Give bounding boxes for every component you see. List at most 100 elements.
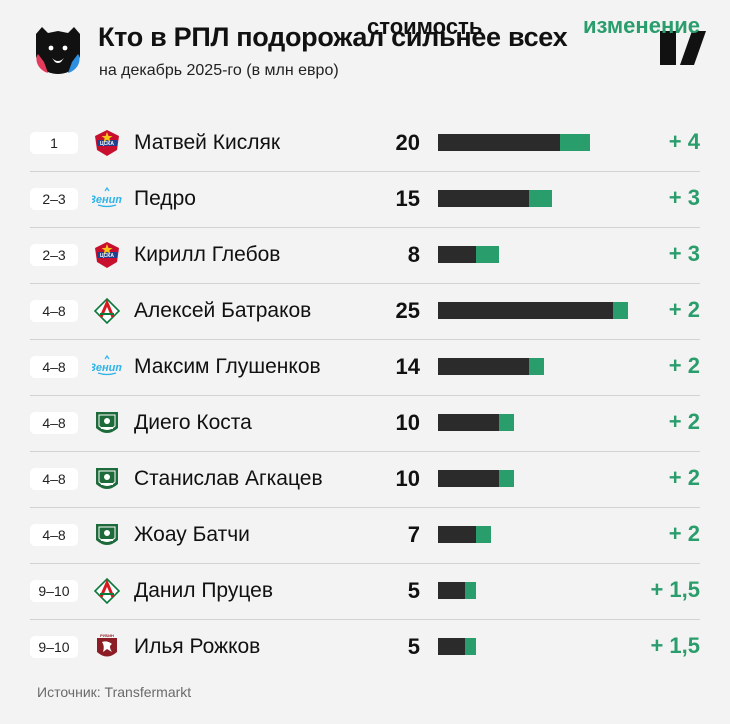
- table-row: 4–8 Зенит Максим Глушенков 14 + 2: [30, 340, 700, 396]
- market-value: 14: [395, 354, 420, 379]
- value-change: + 2: [668, 465, 700, 490]
- value-column-header: стоимость: [367, 14, 483, 39]
- value-change: + 3: [668, 241, 700, 266]
- value-change: + 2: [668, 521, 700, 546]
- table-row: 9–10 РУБИН Илья Рожков 5 + 1,5: [30, 620, 700, 676]
- market-value: 15: [395, 186, 420, 211]
- table-row: 2–3 Зенит Педро 15 + 3: [30, 172, 700, 228]
- lokomotiv-icon: [92, 296, 122, 326]
- source-note: Источник: Transfermarkt: [37, 684, 192, 700]
- market-value: 10: [395, 410, 420, 435]
- table-row: 2–3 ЦСКА Кирилл Глебов 8 + 3: [30, 228, 700, 284]
- player-name: Илья Рожков: [134, 635, 261, 658]
- player-table: 1 ЦСКА Матвей Кисляк 20 + 4 2–3 Зенит Педро…: [30, 116, 700, 676]
- value-bar: [438, 190, 638, 207]
- rank-badge: 9–10: [30, 636, 78, 658]
- rpl-bear-logo-icon: [36, 27, 80, 74]
- market-value: 10: [395, 466, 420, 491]
- svg-text:ЦСКА: ЦСКА: [100, 141, 114, 147]
- table-row: 4–8 Станислав Агкацев 10 + 2: [30, 452, 700, 508]
- player-name: Данил Пруцев: [134, 579, 273, 602]
- change-column-header: изменение: [583, 13, 700, 38]
- svg-text:ЦСКА: ЦСКА: [100, 253, 114, 259]
- value-change: + 2: [668, 353, 700, 378]
- bar-previous-value: [438, 470, 499, 487]
- bar-previous-value: [438, 358, 530, 375]
- value-change: + 2: [668, 297, 700, 322]
- value-change: + 2: [668, 409, 700, 434]
- krasnodar-icon: [92, 464, 122, 494]
- table-row: 4–8 Жоау Батчи 7 + 2: [30, 508, 700, 564]
- value-bar: [438, 134, 638, 151]
- page-title: Кто в РПЛ подорожал сильнее всех: [98, 22, 568, 52]
- market-value: 8: [407, 242, 420, 267]
- bar-previous-value: [438, 190, 530, 207]
- rank-badge: 1: [30, 132, 78, 154]
- bar-previous-value: [438, 526, 476, 543]
- rank-badge: 4–8: [30, 300, 78, 322]
- page-subtitle: на декабрь 2025-го (в млн евро): [99, 62, 339, 79]
- market-value: 7: [407, 522, 420, 547]
- sports-ru-logo-icon: [660, 31, 706, 65]
- header: Кто в РПЛ подорожал сильнее всех на дека…: [0, 0, 730, 100]
- krasnodar-icon: [92, 520, 122, 550]
- cska-icon: ЦСКА: [92, 240, 122, 270]
- bar-increase: [464, 582, 476, 599]
- value-bar: [438, 302, 638, 319]
- value-bar: [438, 526, 638, 543]
- table-row: 9–10 Данил Пруцев 5 + 1,5: [30, 564, 700, 620]
- bar-increase: [529, 358, 545, 375]
- value-bar: [438, 638, 638, 655]
- bar-increase: [612, 302, 628, 319]
- bar-previous-value: [438, 302, 613, 319]
- value-change: + 3: [668, 185, 700, 210]
- svg-text:Зенит: Зенит: [92, 362, 122, 374]
- bar-increase: [476, 246, 499, 263]
- value-bar: [438, 470, 638, 487]
- value-bar: [438, 414, 638, 431]
- rank-badge: 9–10: [30, 580, 78, 602]
- svg-text:Зенит: Зенит: [92, 194, 122, 206]
- player-name: Кирилл Глебов: [134, 243, 281, 266]
- rank-badge: 4–8: [30, 524, 78, 546]
- bar-increase: [476, 526, 492, 543]
- bar-previous-value: [438, 134, 560, 151]
- bar-increase: [559, 134, 590, 151]
- rank-badge: 4–8: [30, 356, 78, 378]
- player-name: Диего Коста: [134, 411, 252, 434]
- market-value: 25: [395, 298, 420, 323]
- cska-icon: ЦСКА: [92, 128, 122, 158]
- market-value: 5: [407, 634, 420, 659]
- lokomotiv-icon: [92, 576, 122, 606]
- table-row: 4–8 Алексей Батраков 25 + 2: [30, 284, 700, 340]
- value-bar: [438, 582, 638, 599]
- market-value: 20: [395, 130, 420, 155]
- bar-previous-value: [438, 582, 465, 599]
- bar-increase: [498, 414, 514, 431]
- zenit-icon: Зенит: [89, 184, 125, 214]
- rank-badge: 2–3: [30, 244, 78, 266]
- svg-text:РУБИН: РУБИН: [100, 633, 114, 638]
- bar-increase: [464, 638, 476, 655]
- table-row: 1 ЦСКА Матвей Кисляк 20 + 4: [30, 116, 700, 172]
- bar-previous-value: [438, 414, 499, 431]
- value-bar: [438, 246, 638, 263]
- player-name: Алексей Батраков: [134, 299, 312, 322]
- player-name: Максим Глушенков: [134, 355, 321, 378]
- player-name: Жоау Батчи: [134, 523, 250, 546]
- value-change: + 4: [668, 129, 700, 154]
- player-name: Станислав Агкацев: [134, 467, 323, 490]
- market-value: 5: [407, 578, 420, 603]
- bar-previous-value: [438, 638, 465, 655]
- value-change: + 1,5: [650, 633, 700, 658]
- table-row: 4–8 Диего Коста 10 + 2: [30, 396, 700, 452]
- rank-badge: 2–3: [30, 188, 78, 210]
- value-bar: [438, 358, 638, 375]
- krasnodar-icon: [92, 408, 122, 438]
- bar-previous-value: [438, 246, 476, 263]
- player-name: Матвей Кисляк: [134, 131, 281, 154]
- value-change: + 1,5: [650, 577, 700, 602]
- zenit-icon: Зенит: [89, 352, 125, 382]
- rubin-icon: РУБИН: [92, 632, 122, 662]
- bar-increase: [498, 470, 514, 487]
